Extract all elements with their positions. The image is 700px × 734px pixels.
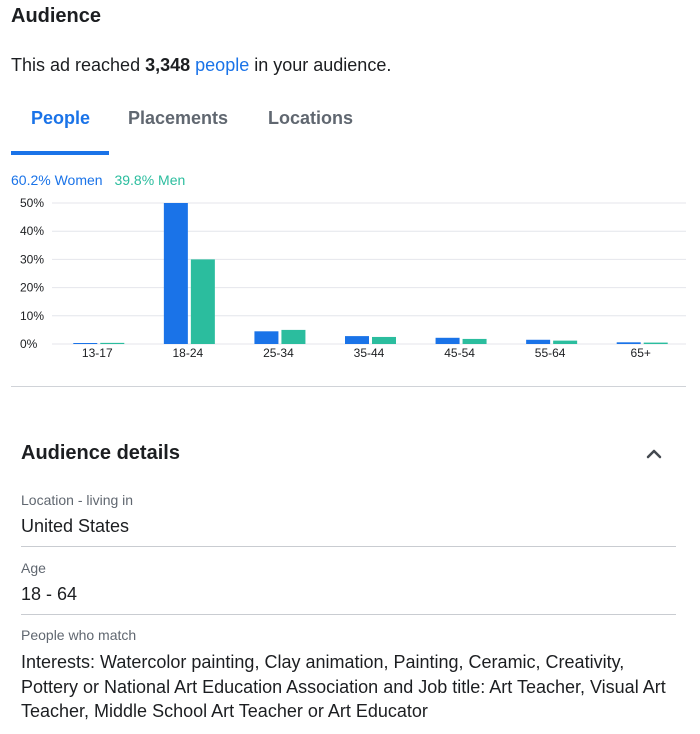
audience-details-title: Audience details (21, 442, 180, 464)
chevron-up-icon[interactable] (644, 444, 664, 464)
bar-men (281, 329, 306, 344)
people-who-match-label: People who match (21, 627, 137, 643)
active-tab-indicator (11, 151, 109, 155)
chart-divider (11, 386, 686, 387)
audience-title: Audience (11, 5, 102, 27)
x-tick-label: 18-24 (173, 346, 204, 360)
people-who-match-value: Interests: Watercolor painting, Clay ani… (21, 652, 666, 721)
location-label: Location - living in (21, 492, 134, 508)
bar-women (616, 342, 641, 344)
tab-placements[interactable]: Placements (128, 108, 229, 128)
bar-women (345, 336, 369, 344)
age-gender-bar-chart: 0% 10% 20% 30% 40% 50% 13-17 18-24 25-34 35-44 45-… (20, 196, 686, 360)
x-tick-label: 45-54 (444, 346, 475, 360)
field-divider (21, 546, 676, 547)
tab-locations[interactable]: Locations (268, 108, 354, 128)
bar-women (254, 331, 279, 344)
bar-men (643, 342, 668, 344)
y-tick-label: 30% (20, 252, 44, 266)
bar-women (73, 343, 98, 344)
x-tick-label: 13-17 (82, 346, 113, 360)
legend-women: 60.2% Women (11, 172, 103, 188)
reach-summary: This ad reached 3,348 people in your aud… (11, 55, 391, 76)
age-label: Age (21, 560, 46, 576)
bar-men (462, 338, 487, 344)
reach-suffix: in your audience. (254, 55, 392, 75)
y-tick-label: 0% (20, 337, 38, 351)
legend-men: 39.8% Men (114, 172, 186, 188)
reach-prefix: This ad reached (11, 55, 141, 75)
location-value: United States (21, 516, 130, 536)
tab-people[interactable]: People (31, 108, 91, 128)
y-tick-label: 20% (20, 281, 44, 295)
audience-tabs: People Placements Locations (11, 100, 353, 155)
x-tick-label: 55-64 (535, 346, 566, 360)
x-tick-label: 25-34 (263, 346, 294, 360)
bar-women (435, 337, 460, 344)
age-value: 18 - 64 (21, 584, 78, 604)
bar-men (372, 336, 396, 344)
gender-legend: 60.2% Women 39.8% Men (11, 172, 185, 188)
y-tick-label: 10% (20, 309, 44, 323)
x-tick-label: 65+ (631, 346, 651, 360)
bar-men (100, 342, 125, 344)
people-link[interactable]: people (195, 55, 250, 75)
reach-count: 3,348 (145, 55, 191, 75)
x-tick-label: 35-44 (354, 346, 385, 360)
bar-men (553, 340, 578, 344)
y-tick-label: 50% (20, 196, 44, 210)
field-divider (21, 614, 676, 615)
bar-men (190, 259, 215, 344)
y-tick-label: 40% (20, 224, 44, 238)
bar-women (526, 339, 551, 344)
bar-women (163, 203, 188, 344)
